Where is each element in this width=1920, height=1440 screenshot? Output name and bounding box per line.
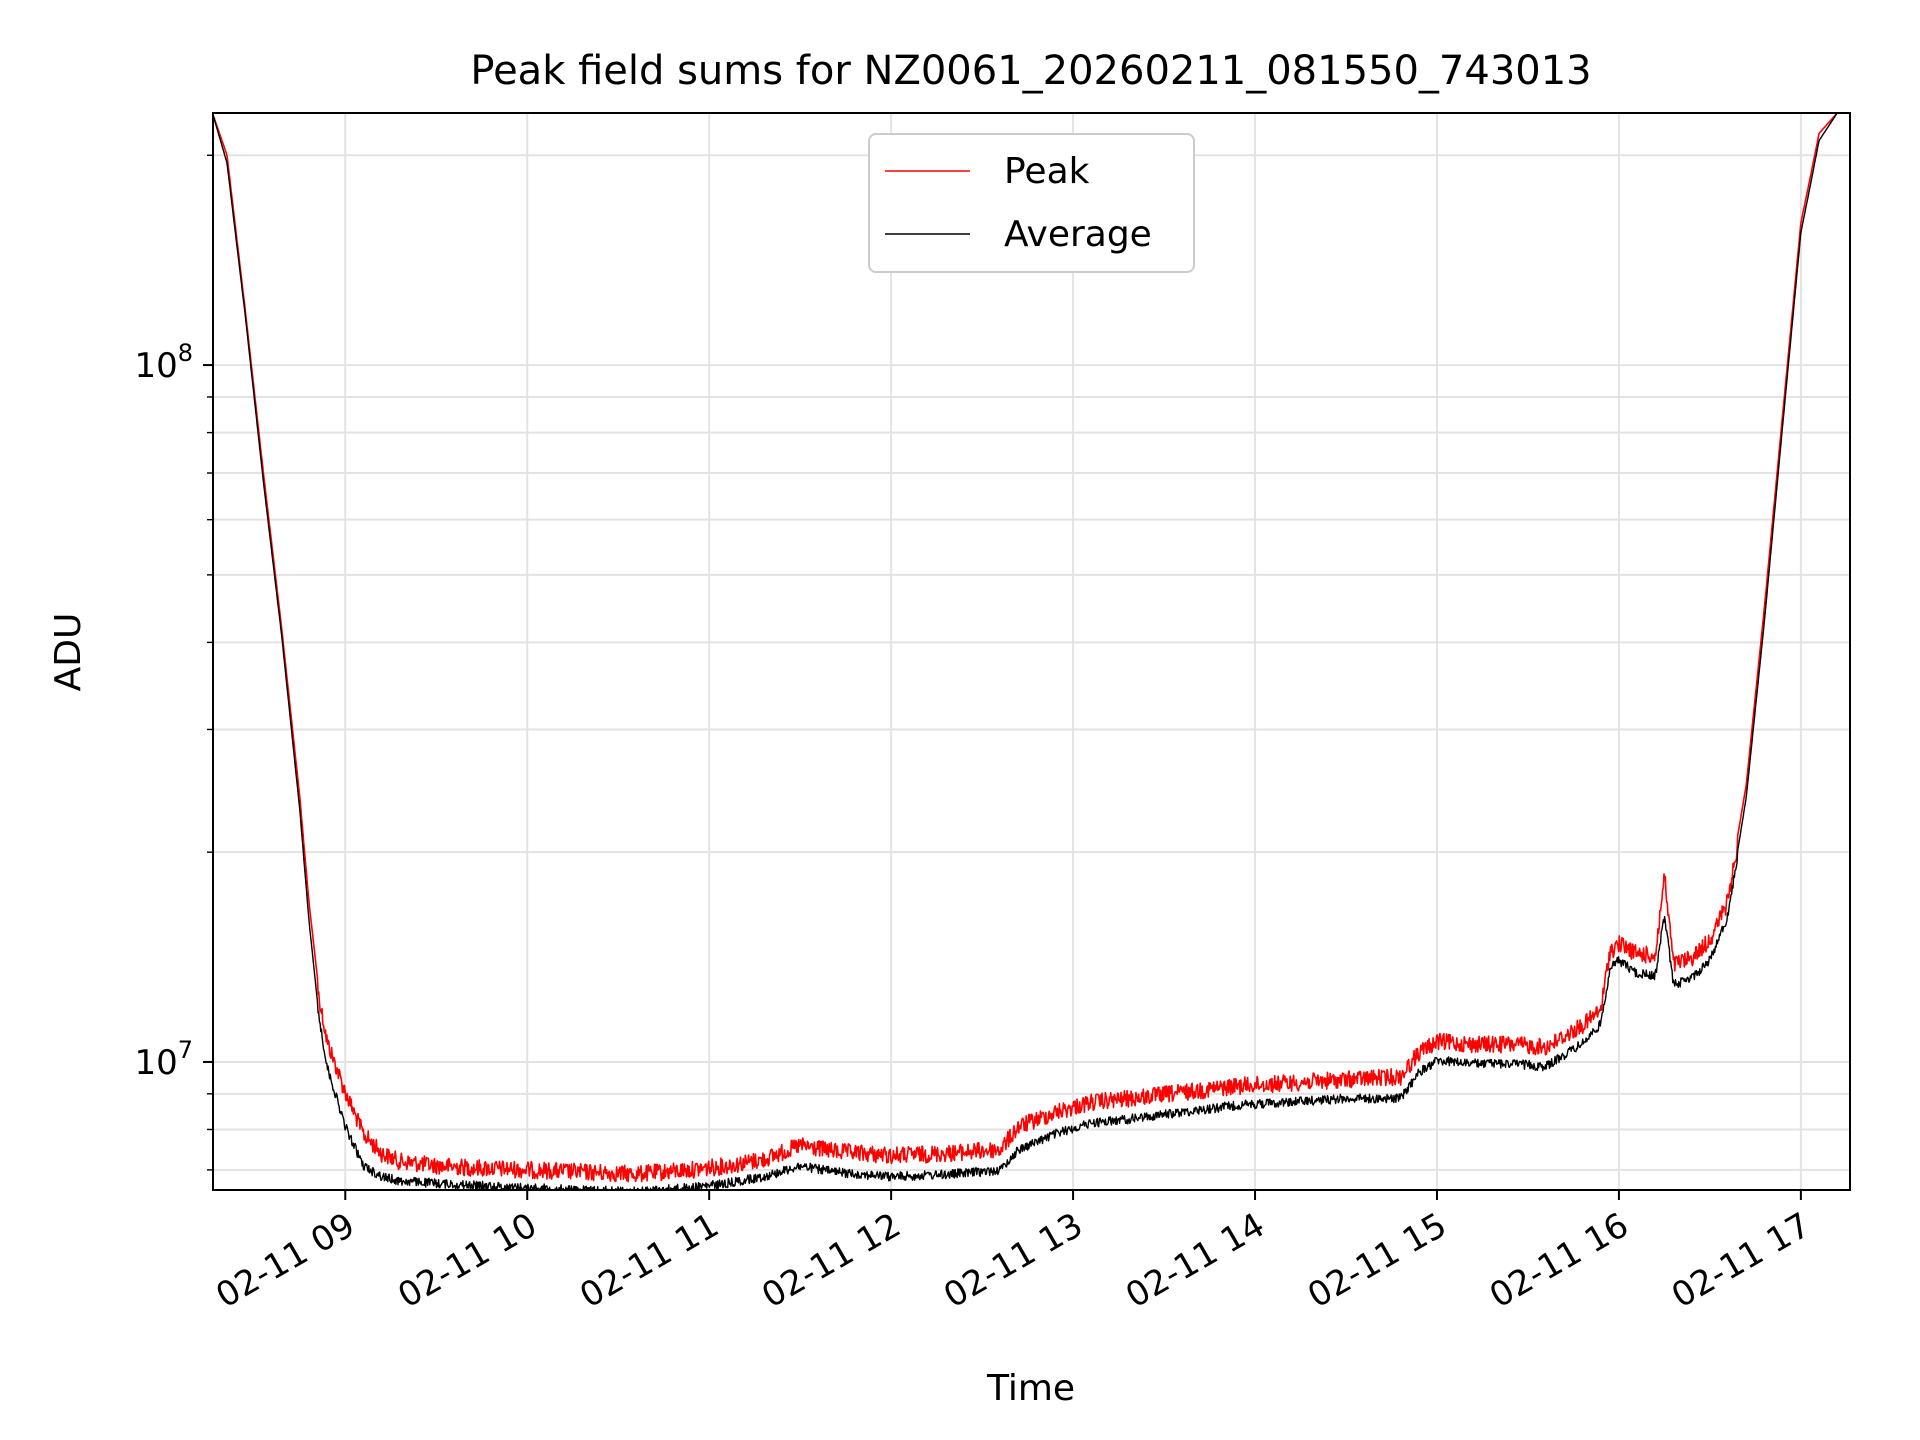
y-tick-label-base: 10 [134,346,177,386]
grid [213,113,1850,1190]
chart-title: Peak field sums for NZ0061_20260211_0815… [470,48,1591,94]
y-tick-label-base: 10 [134,1043,177,1083]
legend-box [868,133,1195,273]
series-line-peak [213,113,1838,1183]
y-tick-label: 107 [134,1036,193,1083]
x-axis-label: Time [986,1368,1075,1409]
y-tick-label-exponent: 8 [178,339,193,367]
legend-label-average: Average [1004,214,1152,255]
series-layer [213,113,1838,1190]
legend: Peak Average [868,133,1195,273]
y-axis-label: ADU [48,613,89,692]
series-line-average [213,113,1838,1190]
y-tick-label: 108 [134,339,193,386]
legend-label-peak: Peak [1004,151,1090,192]
y-tick-label-exponent: 7 [178,1036,193,1064]
plot-frame [212,112,1851,1191]
